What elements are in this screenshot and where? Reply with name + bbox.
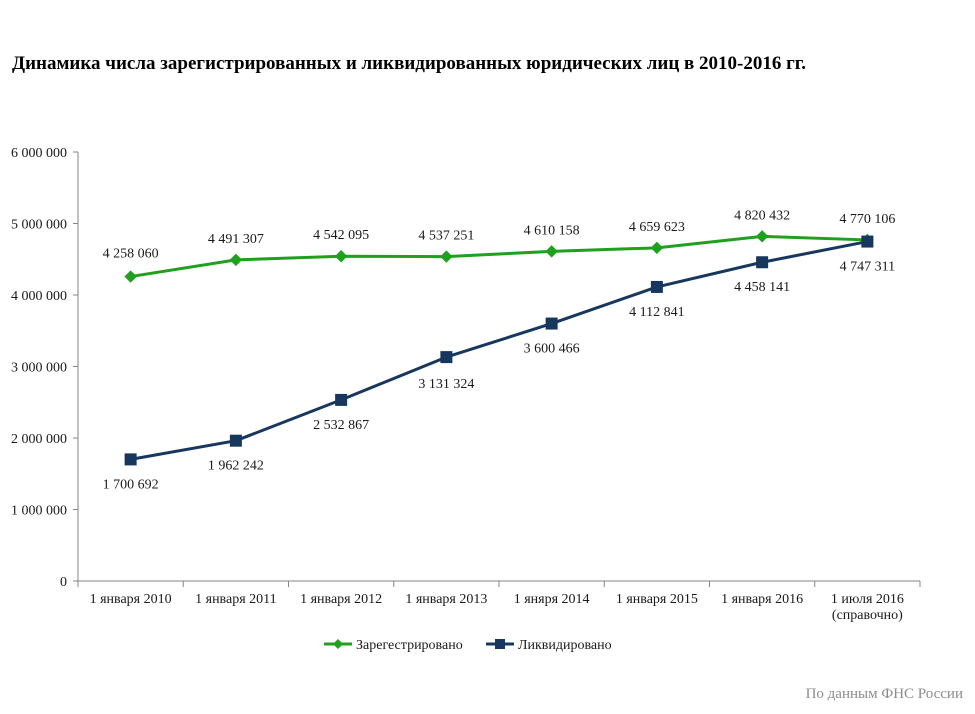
data-label: 4 542 095 <box>313 228 369 243</box>
series-liquidated: 1 700 692 1 962 242 2 532 867 3 131 324 3 60… <box>103 235 895 492</box>
data-point-marker <box>545 245 558 258</box>
data-label: 4 610 158 <box>524 223 580 238</box>
x-tick-label: 1 января 2010 <box>90 592 172 607</box>
data-point-marker <box>440 351 453 364</box>
data-label: 4 458 141 <box>734 280 790 295</box>
source-note: По данным ФНС России <box>805 686 963 702</box>
x-tick-label: (справочно) <box>832 608 903 623</box>
series-line <box>130 234 868 279</box>
chart-axes: 0 1 000 000 2 000 000 3 000 000 4 000 000 5 0… <box>11 146 921 623</box>
legend-label: Ликвидировано <box>518 638 612 653</box>
data-label: 3 131 324 <box>418 377 474 392</box>
data-point-marker <box>756 256 769 269</box>
legend-marker <box>333 639 343 649</box>
chart-title: Динамика числа зарегистрированных и ликв… <box>12 53 806 74</box>
x-tick-label: 1 января 2015 <box>616 592 698 607</box>
data-label: 4 491 307 <box>208 232 264 247</box>
data-point-marker <box>229 434 242 447</box>
data-point-marker <box>861 235 874 248</box>
data-point-marker <box>545 317 558 330</box>
x-tick-label: 1 января 2013 <box>405 592 487 607</box>
data-point-marker <box>650 241 664 255</box>
series-line <box>130 240 868 461</box>
data-label: 1 962 242 <box>208 459 264 474</box>
x-tick-label: 1 июля 2016 <box>831 592 904 607</box>
data-point-marker <box>755 230 769 243</box>
data-point-marker <box>124 270 137 283</box>
y-tick-label: 2 000 000 <box>11 432 67 447</box>
x-tick-label: 1 яняря 2014 <box>514 592 590 607</box>
data-label: 4 747 311 <box>840 260 895 275</box>
data-label: 4 820 432 <box>734 208 790 223</box>
legend-item: Зарегестрировано <box>324 638 463 653</box>
data-point-marker <box>229 253 243 267</box>
y-tick-label: 6 000 000 <box>11 146 67 161</box>
data-point-marker <box>335 393 348 406</box>
data-label: 2 532 867 <box>313 418 369 433</box>
y-tick-label: 5 000 000 <box>11 218 67 233</box>
y-tick-label: 3 000 000 <box>11 361 67 376</box>
data-point-marker <box>124 453 137 466</box>
y-tick-label: 1 000 000 <box>11 504 67 519</box>
legend-label: Зарегестрировано <box>356 638 463 653</box>
data-label: 4 659 623 <box>629 220 685 235</box>
y-tick-label: 0 <box>60 575 67 590</box>
x-tick-label: 1 января 2016 <box>721 592 803 607</box>
x-tick-label: 1 января 2011 <box>195 592 277 607</box>
legend-marker <box>495 639 505 649</box>
data-label: 4 770 106 <box>839 212 895 227</box>
data-label: 3 600 466 <box>524 342 580 357</box>
data-label: 4 112 841 <box>629 305 684 320</box>
chart-legend: Зарегестрировано Ликвидировано <box>324 638 612 653</box>
series-registered: 4 258 060 4 491 307 4 542 095 4 537 251 4 61… <box>103 208 895 283</box>
data-label: 4 258 060 <box>103 247 159 262</box>
data-point-marker <box>334 250 348 263</box>
data-label: 4 537 251 <box>418 229 474 244</box>
data-point-marker <box>650 280 663 293</box>
chart-series: 4 258 060 4 491 307 4 542 095 4 537 251 4 61… <box>103 208 896 492</box>
data-label: 1 700 692 <box>103 477 159 492</box>
data-point-marker <box>440 250 453 263</box>
x-tick-label: 1 января 2012 <box>300 592 382 607</box>
y-tick-label: 4 000 000 <box>11 289 67 304</box>
legend-item: Ликвидировано <box>486 638 612 653</box>
